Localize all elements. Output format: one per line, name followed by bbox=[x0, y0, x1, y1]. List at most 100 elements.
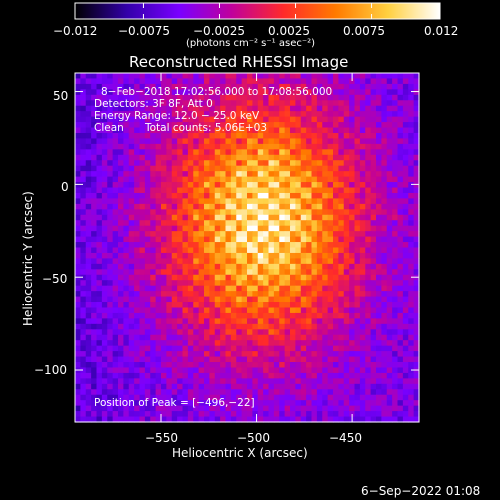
heatmap-cell bbox=[96, 345, 103, 352]
heatmap-cell bbox=[187, 394, 194, 401]
heatmap-cell bbox=[257, 323, 264, 330]
heatmap-cell bbox=[316, 291, 323, 298]
heatmap-cell bbox=[300, 105, 307, 112]
heatmap-cell bbox=[386, 165, 393, 172]
heatmap-cell bbox=[193, 171, 200, 178]
heatmap-cell bbox=[333, 198, 339, 205]
heatmap-cell bbox=[107, 122, 114, 129]
heatmap-cell bbox=[91, 100, 98, 107]
heatmap-cell bbox=[273, 89, 280, 96]
heatmap-cell bbox=[311, 307, 318, 314]
heatmap-cell bbox=[311, 291, 318, 298]
heatmap-cell bbox=[91, 214, 98, 221]
heatmap-cell bbox=[349, 302, 356, 309]
heatmap-cell bbox=[101, 203, 108, 210]
heatmap-cell bbox=[290, 258, 296, 265]
heatmap-cell bbox=[144, 252, 151, 259]
heatmap-cell bbox=[381, 73, 388, 80]
heatmap-cell bbox=[118, 225, 124, 232]
heatmap-cell bbox=[230, 247, 237, 254]
heatmap-cell bbox=[155, 356, 162, 363]
heatmap-cell bbox=[359, 351, 366, 358]
heatmap-cell bbox=[273, 83, 280, 90]
heatmap-cell bbox=[311, 176, 318, 183]
heatmap-cell bbox=[161, 372, 167, 379]
heatmap-cell bbox=[252, 280, 259, 287]
heatmap-cell bbox=[112, 258, 119, 265]
heatmap-cell bbox=[118, 405, 124, 412]
heatmap-cell bbox=[118, 198, 124, 205]
heatmap-cell bbox=[279, 269, 286, 276]
heatmap-cell bbox=[230, 302, 237, 309]
heatmap-cell bbox=[230, 280, 237, 287]
heatmap-cell bbox=[370, 198, 377, 205]
heatmap-cell bbox=[370, 372, 377, 379]
heatmap-cell bbox=[397, 138, 404, 145]
heatmap-cell bbox=[123, 127, 130, 134]
heatmap-cell bbox=[349, 160, 356, 167]
heatmap-cell bbox=[247, 307, 253, 314]
heatmap-cell bbox=[85, 105, 92, 112]
heatmap-cell bbox=[284, 258, 291, 265]
heatmap-cell bbox=[198, 100, 205, 107]
heatmap-cell bbox=[402, 318, 409, 325]
heatmap-cell bbox=[354, 127, 361, 134]
heatmap-cell bbox=[316, 138, 323, 145]
heatmap-cell bbox=[295, 198, 302, 205]
heatmap-cell bbox=[112, 252, 119, 259]
heatmap-cell bbox=[161, 411, 167, 418]
heatmap-cell bbox=[139, 285, 146, 292]
heatmap-cell bbox=[139, 100, 146, 107]
heatmap-cell bbox=[333, 345, 339, 352]
heatmap-cell bbox=[376, 329, 382, 336]
heatmap-cell bbox=[123, 383, 130, 390]
heatmap-cell bbox=[225, 383, 232, 390]
heatmap-cell bbox=[112, 318, 119, 325]
heatmap-cell bbox=[413, 116, 420, 123]
heatmap-cell bbox=[349, 116, 356, 123]
heatmap-cell bbox=[365, 296, 372, 303]
heatmap-cell bbox=[166, 274, 173, 281]
heatmap-cell bbox=[225, 274, 232, 281]
heatmap-cell bbox=[338, 236, 345, 243]
heatmap-cell bbox=[236, 225, 243, 232]
heatmap-cell bbox=[327, 187, 334, 194]
heatmap-cell bbox=[413, 411, 420, 418]
heatmap-cell bbox=[316, 116, 323, 123]
heatmap-cell bbox=[316, 302, 323, 309]
heatmap-cell bbox=[247, 231, 253, 238]
heatmap-cell bbox=[316, 258, 323, 265]
heatmap-cell bbox=[359, 252, 366, 259]
heatmap-cell bbox=[295, 383, 302, 390]
heatmap-cell bbox=[204, 220, 210, 227]
heatmap-cell bbox=[273, 285, 280, 292]
heatmap-cell bbox=[198, 236, 205, 243]
heatmap-cell bbox=[376, 165, 382, 172]
heatmap-cell bbox=[263, 340, 270, 347]
heatmap-cell bbox=[327, 105, 334, 112]
heatmap-cell bbox=[365, 291, 372, 298]
heatmap-cell bbox=[166, 182, 173, 189]
heatmap-cell bbox=[166, 203, 173, 210]
heatmap-cell bbox=[365, 143, 372, 150]
heatmap-cell bbox=[279, 154, 286, 161]
heatmap-cell bbox=[241, 143, 248, 150]
heatmap-cell bbox=[96, 400, 103, 407]
heatmap-cell bbox=[306, 323, 313, 330]
heatmap-cell bbox=[101, 405, 108, 412]
heatmap-cell bbox=[252, 100, 259, 107]
heatmap-cell bbox=[268, 329, 275, 336]
heatmap-cell bbox=[397, 242, 404, 249]
heatmap-cell bbox=[75, 111, 81, 118]
heatmap-cell bbox=[252, 318, 259, 325]
heatmap-cell bbox=[343, 334, 350, 341]
heatmap-cell bbox=[322, 378, 329, 385]
heatmap-cell bbox=[279, 116, 286, 123]
heatmap-cell bbox=[144, 165, 151, 172]
heatmap-cell bbox=[182, 94, 189, 101]
heatmap-cell bbox=[187, 154, 194, 161]
heatmap-cell bbox=[155, 296, 162, 303]
heatmap-cell bbox=[220, 149, 227, 156]
heatmap-cell bbox=[96, 89, 103, 96]
heatmap-cell bbox=[354, 122, 361, 129]
